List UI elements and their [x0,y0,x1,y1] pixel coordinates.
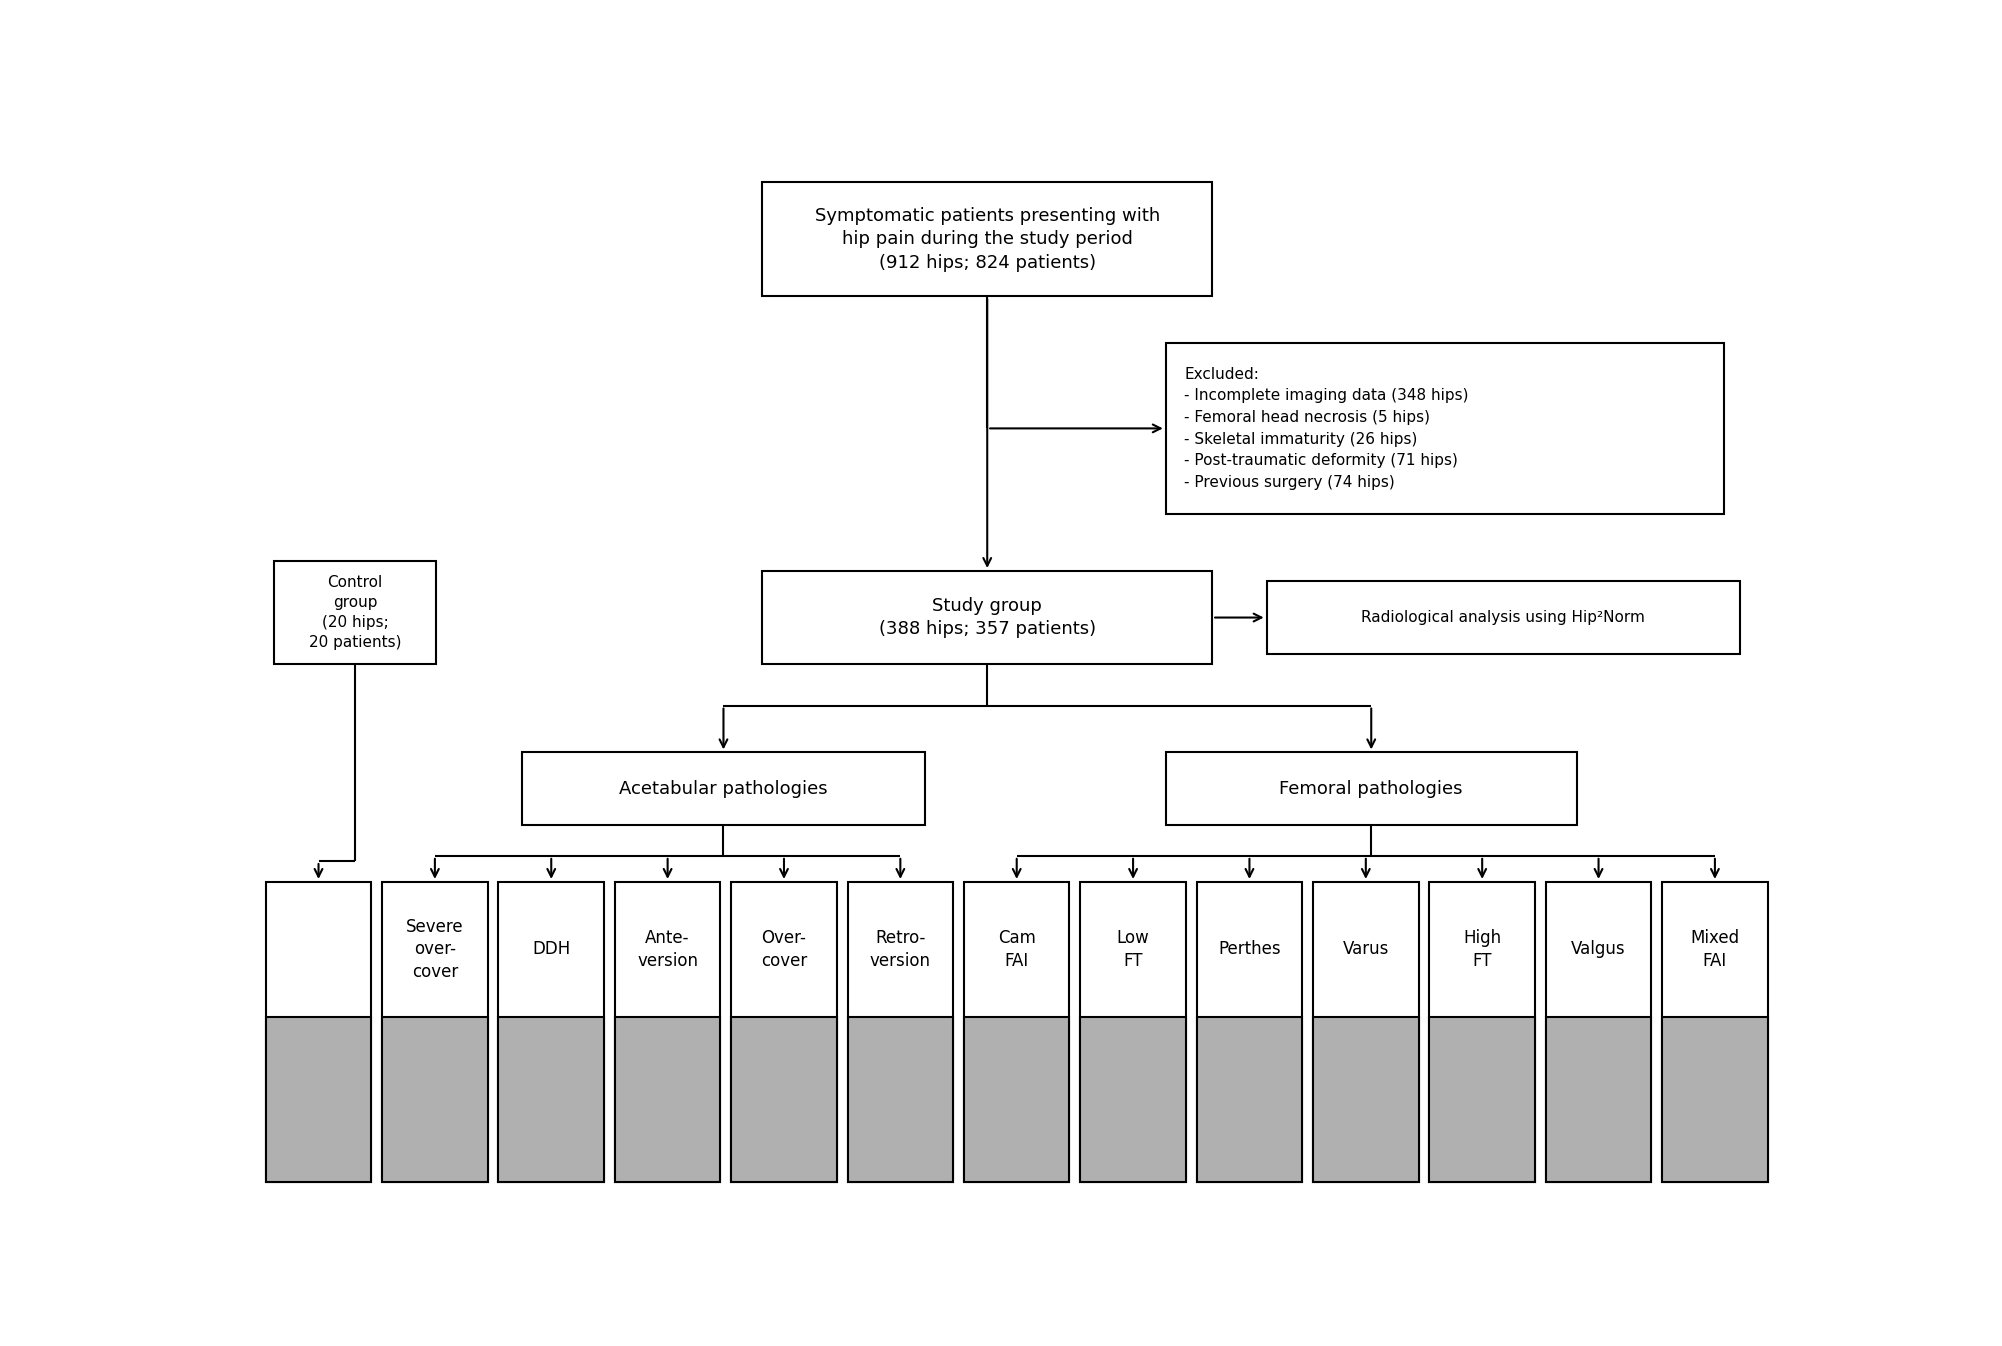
Bar [266,1018,370,1182]
Text: Varus: Varus [1343,941,1389,958]
Bar [847,1018,953,1182]
Text: Severe
over-
cover: Severe over- cover [406,918,464,981]
Bar [1662,1018,1768,1182]
Text: Mixed
FAI: Mixed FAI [1690,929,1740,969]
Bar [615,882,721,1182]
Bar [847,882,953,1182]
Bar [1662,882,1768,1182]
Text: Study group
(388 hips; 357 patients): Study group (388 hips; 357 patients) [879,596,1095,638]
Bar [763,571,1211,664]
Text: Ante-
version: Ante- version [637,929,699,969]
Text: Perthes: Perthes [1217,941,1281,958]
Text: Control
group
(20 hips;
20 patients): Control group (20 hips; 20 patients) [308,575,400,650]
Text: Low
FT: Low FT [1117,929,1149,969]
Bar [763,182,1211,296]
Text: Excluded:
- Incomplete imaging data (348 hips)
- Femoral head necrosis (5 hips)
: Excluded: - Incomplete imaging data (348… [1185,367,1469,490]
Bar [1313,882,1419,1182]
Bar [1546,882,1652,1182]
Bar [1197,882,1301,1182]
Bar [965,1018,1069,1182]
Bar [1165,343,1724,514]
Bar [731,1018,837,1182]
Text: Over-
cover: Over- cover [761,929,807,969]
Bar [266,882,370,1182]
Bar [274,560,436,664]
Text: Femoral pathologies: Femoral pathologies [1279,779,1463,798]
Bar [382,1018,488,1182]
Bar [1546,1018,1652,1182]
Text: Valgus: Valgus [1572,941,1626,958]
Text: Symptomatic patients presenting with
hip pain during the study period
(912 hips;: Symptomatic patients presenting with hip… [815,207,1159,272]
Bar [965,882,1069,1182]
Bar [1429,882,1536,1182]
Bar [1267,581,1740,654]
Bar [498,882,605,1182]
Bar [523,752,925,825]
Bar [1197,1018,1301,1182]
Bar [1313,1018,1419,1182]
Bar [731,882,837,1182]
Bar [1165,752,1578,825]
Bar [498,1018,605,1182]
Text: Acetabular pathologies: Acetabular pathologies [619,779,827,798]
Bar [615,1018,721,1182]
Bar [1429,1018,1536,1182]
Text: Radiological analysis using Hip²Norm: Radiological analysis using Hip²Norm [1361,610,1646,625]
Bar [1081,882,1185,1182]
Bar [382,882,488,1182]
Bar [1081,1018,1185,1182]
Text: Cam
FAI: Cam FAI [997,929,1035,969]
Text: High
FT: High FT [1463,929,1502,969]
Text: Retro-
version: Retro- version [869,929,931,969]
Text: DDH: DDH [533,941,571,958]
